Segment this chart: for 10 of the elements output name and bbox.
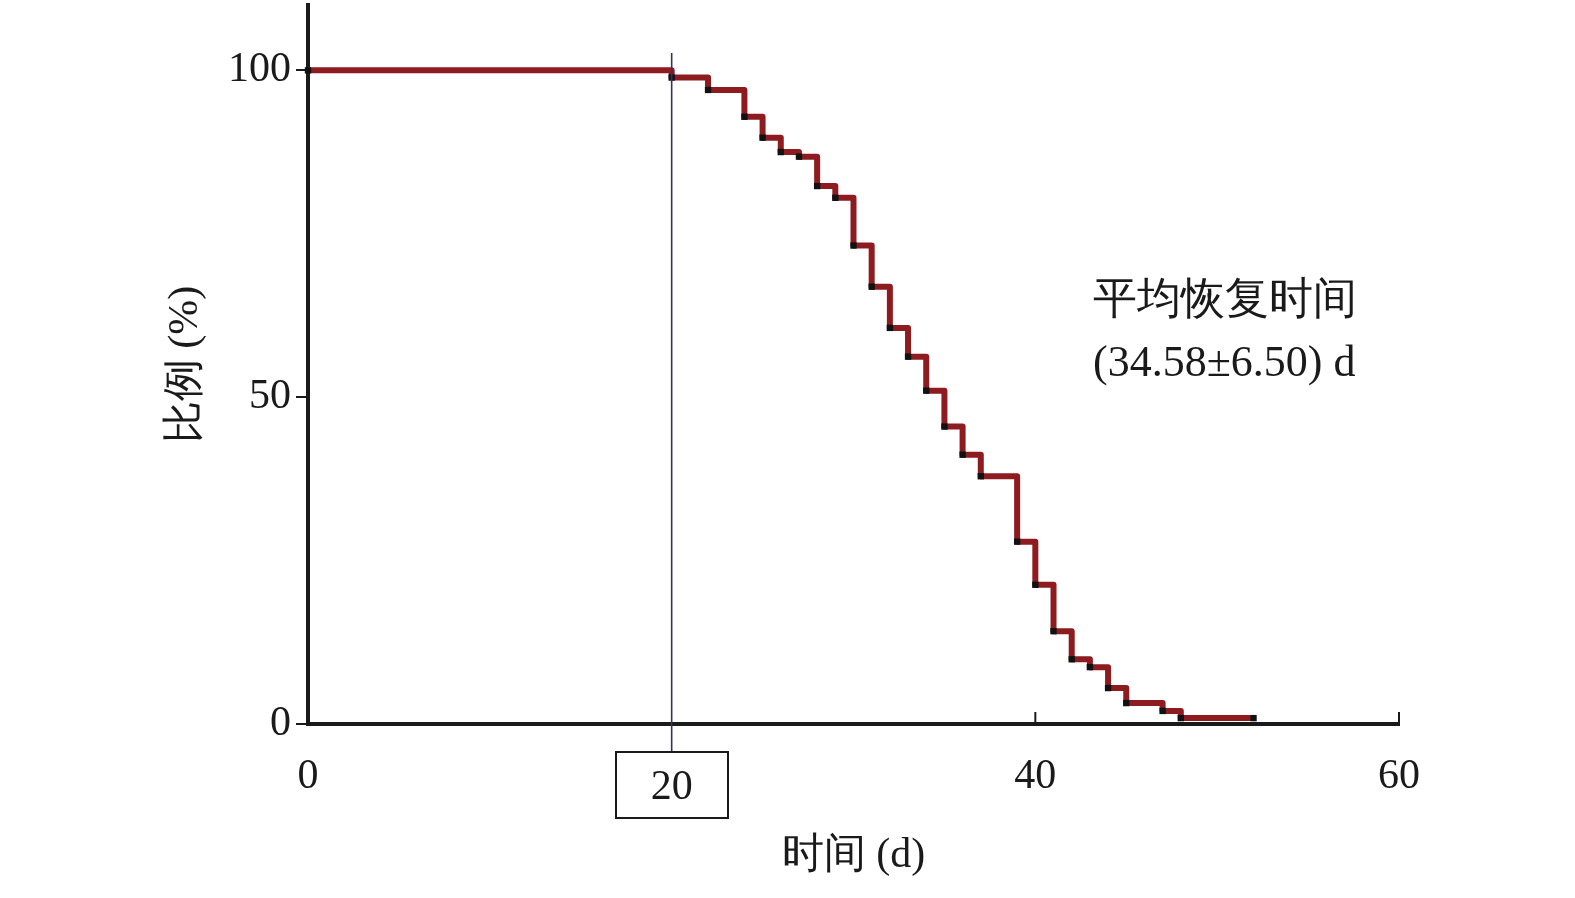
y-tick-label: 0 bbox=[270, 698, 291, 745]
annotation: (34.58±6.50) d bbox=[1092, 336, 1356, 386]
x-tick-label: 60 bbox=[1378, 751, 1420, 798]
x-axis-title: 时间 (d) bbox=[781, 829, 926, 877]
ref-line-label: 20 bbox=[650, 762, 693, 809]
x-tick-label: 40 bbox=[1014, 751, 1057, 798]
y-tick-label: 50 bbox=[249, 371, 291, 418]
annotation: 平均恢复时间 bbox=[1092, 273, 1357, 323]
y-axis-title: 比例 (%) bbox=[160, 285, 208, 444]
y-tick-label: 100 bbox=[228, 44, 291, 91]
